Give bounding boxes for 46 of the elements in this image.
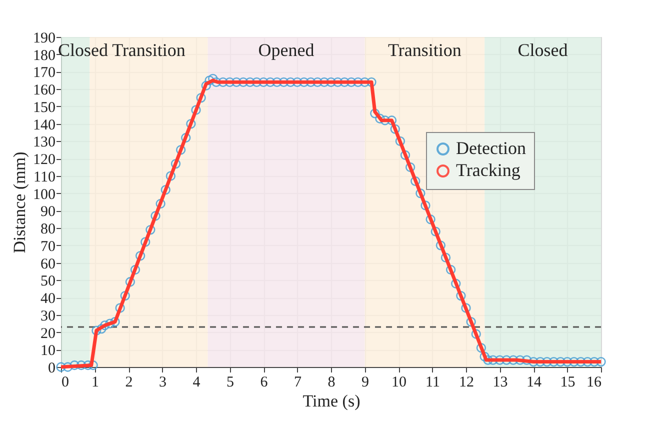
x-tick-label: 8 [328, 374, 336, 390]
legend-label: Tracking [456, 160, 520, 180]
band-label: Closed [58, 40, 108, 60]
y-tick-label: 40 [40, 291, 56, 308]
band-label: Transition [112, 40, 186, 60]
x-tick-label: 14 [526, 374, 542, 390]
y-tick-label: 130 [33, 134, 56, 151]
x-tick-label: 6 [260, 374, 268, 390]
x-tick-label: 2 [125, 374, 133, 390]
y-tick-label: 170 [33, 65, 56, 82]
y-tick-label: 140 [33, 117, 56, 134]
y-tick-label: 90 [40, 204, 56, 220]
x-tick-label: 15 [560, 374, 576, 390]
x-tick-label: 3 [159, 374, 166, 390]
y-tick-label: 80 [40, 222, 56, 238]
y-tick-label: 20 [40, 326, 56, 342]
y-tick-label: 160 [33, 82, 56, 99]
y-tick-label: 0 [48, 360, 56, 376]
x-tick-label: 10 [392, 374, 406, 390]
y-tick-label: 150 [33, 100, 56, 116]
band-label: Closed [518, 40, 568, 60]
y-tick-label: 10 [40, 343, 56, 360]
y-tick-label: 60 [40, 256, 56, 272]
y-tick-label: 180 [33, 48, 56, 64]
x-tick-label: 7 [294, 374, 302, 390]
y-tick-label: 100 [33, 186, 56, 203]
y-tick-label: 190 [33, 30, 56, 46]
legend-label: Detection [456, 138, 526, 158]
x-tick-label: 13 [492, 374, 508, 390]
x-tick-label: 9 [362, 374, 369, 390]
y-tick-label: 110 [34, 169, 56, 186]
x-tick-label: 11 [426, 374, 440, 390]
y-tick-label: 70 [40, 238, 56, 255]
x-axis-title: Time (s) [302, 392, 360, 410]
band-label: Opened [258, 40, 314, 60]
band-label: Transition [388, 40, 462, 60]
x-tick-label: 0 [62, 374, 69, 390]
x-tick-label: 12 [459, 374, 474, 390]
y-tick-label: 120 [33, 152, 56, 168]
x-tick-label: 16 [586, 374, 602, 390]
y-axis-title: Distance (mm) [10, 152, 29, 254]
y-tick-label: 50 [40, 274, 56, 290]
x-tick-label: 5 [226, 374, 234, 390]
x-tick-label: 1 [92, 374, 99, 390]
x-tick-label: 4 [192, 374, 201, 390]
y-tick-label: 30 [40, 308, 56, 324]
